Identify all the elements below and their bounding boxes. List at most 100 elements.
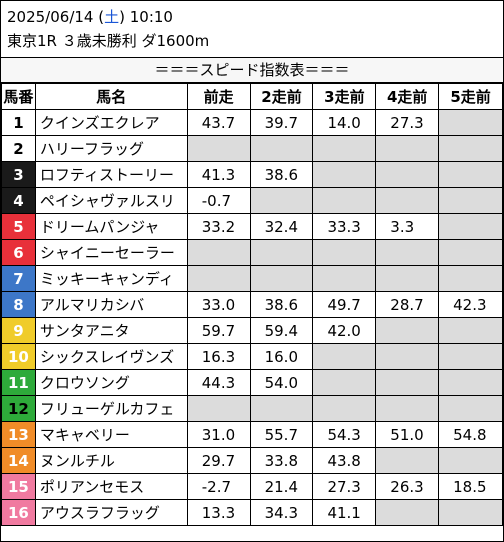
speed-index-cell: 41.3 — [186, 161, 251, 188]
table-row: 2 ハリーフラッグ — [1, 135, 503, 162]
speed-index-cell — [312, 135, 377, 162]
speed-index-cell: 41.1 — [312, 499, 377, 526]
table-body: 1 クインズエクレア 43.7 39.7 14.0 27.3 2 ハリーフラッグ 3 ロフティスト… — [1, 109, 503, 526]
speed-index-cell: 14.0 — [312, 109, 377, 136]
race-weekday: 土 — [104, 8, 120, 26]
race-info: 東京1R ３歳未勝利 ダ1600m — [7, 32, 210, 50]
speed-index-cell: 49.7 — [312, 291, 377, 318]
horse-number-cell: 2 — [1, 135, 36, 162]
speed-index-cell: 16.0 — [249, 343, 314, 370]
speed-index-cell — [438, 499, 503, 526]
col-header-number: 馬番 — [1, 83, 36, 110]
horse-name-cell: シックスレイヴンズ — [34, 343, 188, 370]
speed-index-cell — [186, 239, 251, 266]
speed-index-cell — [312, 161, 377, 188]
col-header-horse-name: 馬名 — [34, 83, 188, 110]
speed-index-cell: 44.3 — [186, 369, 251, 396]
table-row: 8 アルマリカシバ 33.0 38.6 49.7 28.7 42.3 — [1, 291, 503, 318]
speed-index-cell — [438, 369, 503, 396]
speed-index-cell — [375, 499, 440, 526]
speed-index-cell: 33.2 — [186, 213, 251, 240]
table-row: 3 ロフティストーリー 41.3 38.6 — [1, 161, 503, 188]
race-time: 10:10 — [124, 8, 173, 26]
speed-index-cell — [438, 239, 503, 266]
horse-number-cell: 6 — [1, 239, 36, 266]
speed-index-cell — [375, 343, 440, 370]
speed-index-cell: 27.3 — [312, 473, 377, 500]
col-header-2-races-ago: 2走前 — [249, 83, 314, 110]
horse-name-cell: マキャベリー — [34, 421, 188, 448]
col-header-5-races-ago: 5走前 — [438, 83, 503, 110]
horse-name-cell: ヌンルチル — [34, 447, 188, 474]
table-row: 5 ドリームパンジャ 33.2 32.4 33.3 3.3 — [1, 213, 503, 240]
speed-index-cell — [312, 369, 377, 396]
speed-index-cell: 42.0 — [312, 317, 377, 344]
horse-name-cell: クロウソング — [34, 369, 188, 396]
speed-index-cell — [438, 343, 503, 370]
table-row: 13 マキャベリー 31.0 55.7 54.3 51.0 54.8 — [1, 421, 503, 448]
speed-index-cell — [186, 265, 251, 292]
speed-index-cell: 21.4 — [249, 473, 314, 500]
speed-index-cell: 39.7 — [249, 109, 314, 136]
horse-name-cell: サンタアニタ — [34, 317, 188, 344]
speed-index-cell — [312, 395, 377, 422]
horse-number-cell: 12 — [1, 395, 36, 422]
horse-number-cell: 13 — [1, 421, 36, 448]
speed-index-cell: 54.3 — [312, 421, 377, 448]
speed-index-cell — [375, 187, 440, 214]
speed-index-cell — [312, 187, 377, 214]
speed-index-cell: 38.6 — [249, 291, 314, 318]
speed-index-cell — [375, 135, 440, 162]
horse-name-cell: ロフティストーリー — [34, 161, 188, 188]
race-datetime: 2025/06/14 (土) 10:10 — [7, 7, 173, 27]
speed-index-cell: 28.7 — [375, 291, 440, 318]
horse-name-cell: フリューゲルカフェ — [34, 395, 188, 422]
speed-index-cell — [186, 395, 251, 422]
speed-index-cell: -2.7 — [186, 473, 251, 500]
horse-name-cell: アウスラフラッグ — [34, 499, 188, 526]
col-header-3-races-ago: 3走前 — [312, 83, 377, 110]
table-row: 6 シャイニーセーラー — [1, 239, 503, 266]
speed-index-cell — [375, 265, 440, 292]
speed-index-cell: 51.0 — [375, 421, 440, 448]
table-row: 4 ペイシャヴァルスリ -0.7 — [1, 187, 503, 214]
speed-index-cell — [375, 161, 440, 188]
speed-index-cell: 55.7 — [249, 421, 314, 448]
speed-index-cell: 16.3 — [186, 343, 251, 370]
speed-index-cell: 32.4 — [249, 213, 314, 240]
speed-index-cell: 54.8 — [438, 421, 503, 448]
table-row: 10 シックスレイヴンズ 16.3 16.0 — [1, 343, 503, 370]
speed-index-cell: 38.6 — [249, 161, 314, 188]
speed-index-cell: 3.3 — [375, 213, 440, 240]
horse-number-cell: 11 — [1, 369, 36, 396]
speed-index-cell — [438, 213, 503, 240]
speed-index-cell — [438, 447, 503, 474]
horse-name-cell: ハリーフラッグ — [34, 135, 188, 162]
speed-index-cell — [375, 239, 440, 266]
speed-index-cell — [186, 135, 251, 162]
race-date: 2025/06/14 — [7, 8, 94, 26]
table-title: ＝＝＝スピード指数表＝＝＝ — [1, 57, 503, 83]
horse-name-cell: ミッキーキャンディ — [34, 265, 188, 292]
speed-index-cell: 59.4 — [249, 317, 314, 344]
speed-index-cell — [438, 187, 503, 214]
speed-index-cell — [312, 343, 377, 370]
horse-name-cell: ポリアンセモス — [34, 473, 188, 500]
table-row: 11 クロウソング 44.3 54.0 — [1, 369, 503, 396]
speed-index-cell: 26.3 — [375, 473, 440, 500]
speed-index-cell: 13.3 — [186, 499, 251, 526]
table-row: 16 アウスラフラッグ 13.3 34.3 41.1 — [1, 499, 503, 526]
speed-index-cell — [249, 265, 314, 292]
speed-index-cell: 43.7 — [186, 109, 251, 136]
speed-index-cell: 31.0 — [186, 421, 251, 448]
horse-number-cell: 10 — [1, 343, 36, 370]
speed-index-cell: 42.3 — [438, 291, 503, 318]
speed-index-cell: 29.7 — [186, 447, 251, 474]
speed-index-cell — [249, 395, 314, 422]
speed-index-cell — [438, 109, 503, 136]
speed-index-cell — [375, 317, 440, 344]
table-row: 7 ミッキーキャンディ — [1, 265, 503, 292]
speed-index-cell: 33.8 — [249, 447, 314, 474]
speed-index-cell: 18.5 — [438, 473, 503, 500]
